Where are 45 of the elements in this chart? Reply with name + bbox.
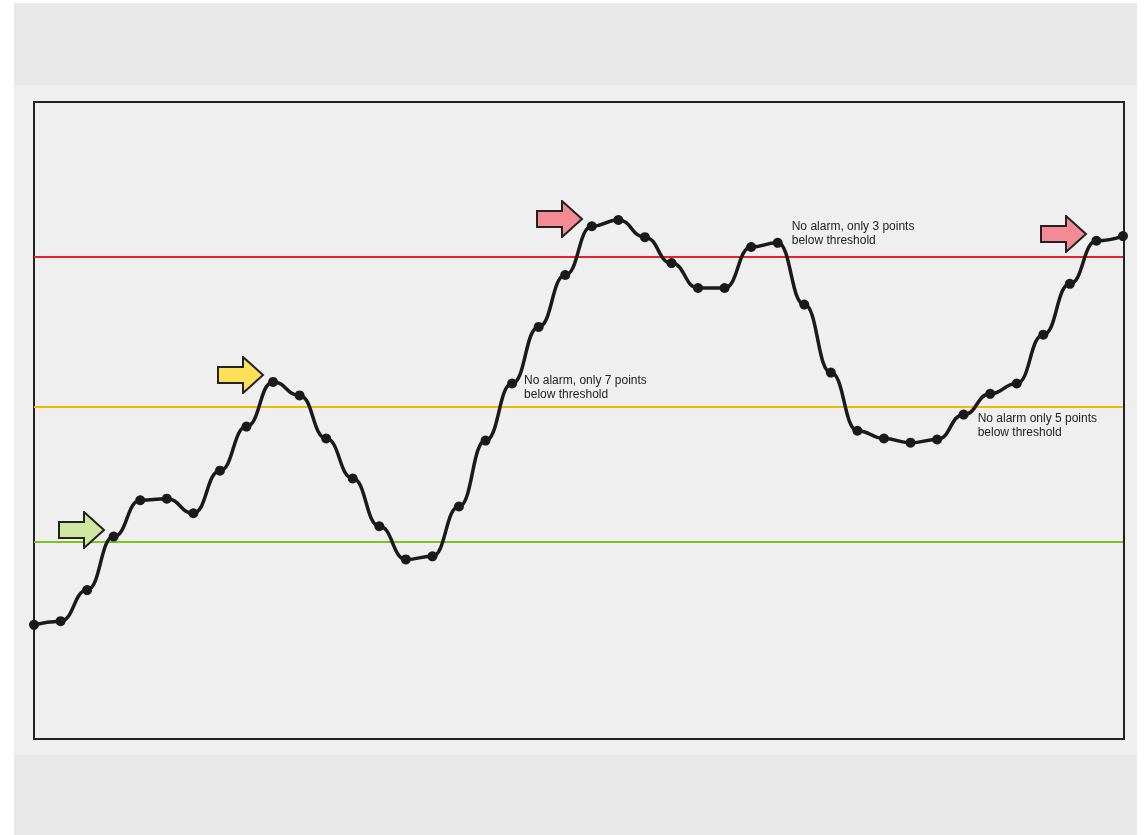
point (825, 367, 836, 378)
point (666, 258, 677, 269)
point (161, 493, 172, 504)
point (746, 241, 757, 252)
point (639, 232, 650, 243)
point (1064, 278, 1075, 289)
point (878, 433, 889, 444)
point (985, 388, 996, 399)
point (321, 433, 332, 444)
point (932, 434, 943, 445)
point (347, 473, 358, 484)
point (507, 378, 518, 389)
point (719, 282, 730, 293)
point (188, 508, 199, 519)
point (427, 551, 438, 562)
annotation: No alarm only 5 points below threshold (977, 410, 1098, 439)
point (135, 495, 146, 506)
point (1038, 329, 1049, 340)
annotation: No alarm, only 3 points below threshold (791, 218, 915, 247)
point (108, 531, 119, 542)
point (799, 299, 810, 310)
point (374, 521, 385, 532)
point (453, 501, 464, 512)
point (400, 554, 411, 565)
point (241, 421, 252, 432)
point (905, 437, 916, 448)
point (1118, 231, 1128, 242)
point (533, 321, 544, 332)
point (693, 282, 704, 293)
point (852, 425, 863, 436)
point (29, 619, 39, 630)
point (1091, 235, 1102, 246)
point (772, 237, 783, 248)
point (1011, 378, 1022, 389)
point (613, 215, 624, 225)
point (560, 270, 571, 281)
point (82, 585, 93, 596)
point (480, 435, 491, 446)
point (958, 409, 969, 420)
point (55, 616, 66, 627)
annotation: No alarm, only 7 points below threshold (524, 373, 647, 402)
point (268, 376, 279, 387)
point (586, 221, 597, 232)
point (294, 390, 305, 401)
point (214, 465, 225, 476)
